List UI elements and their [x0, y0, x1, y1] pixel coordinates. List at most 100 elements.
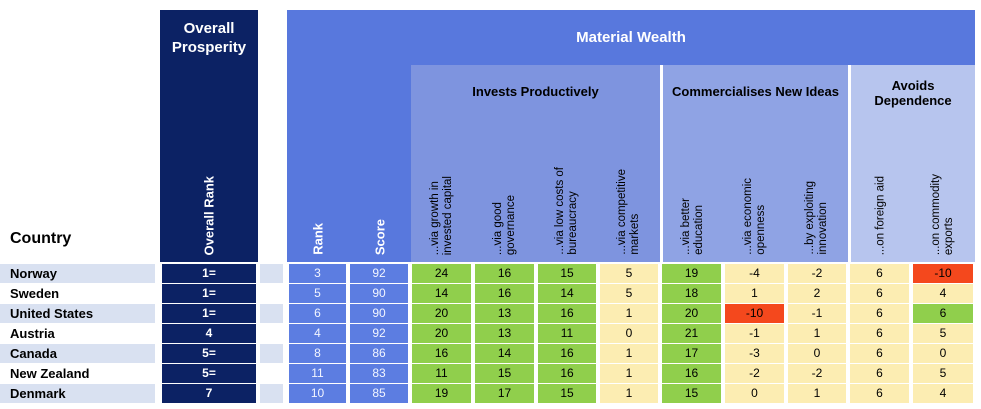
value-cell: 20 — [662, 304, 721, 323]
value-cell: 15 — [538, 264, 596, 283]
spacer-cell — [260, 344, 283, 363]
value-cell: 4 — [913, 384, 973, 403]
country-cell: Sweden — [10, 286, 60, 301]
spacer-cell — [260, 284, 283, 303]
rank-cell: 6 — [289, 304, 346, 323]
country-column-header: Country — [10, 230, 72, 247]
country-cell: New Zealand — [10, 366, 90, 381]
value-cell: 6 — [850, 324, 909, 343]
value-cell: 6 — [850, 304, 909, 323]
value-cell: 1 — [600, 304, 658, 323]
overall-prosperity-header-block: Overall Prosperity Overall Rank — [160, 10, 258, 262]
value-cell: 15 — [662, 384, 721, 403]
country-cell: Norway — [0, 264, 155, 283]
value-cell: -2 — [788, 264, 846, 283]
value-cell: 1 — [788, 324, 846, 343]
table-row: Sweden 1= 5 90 14 16 14 5 18 1 2 6 4 — [0, 284, 981, 304]
overall-rank-column-header: Overall Rank — [201, 175, 217, 256]
overall-rank-cell: 4 — [162, 324, 256, 343]
value-cell: -4 — [725, 264, 784, 283]
overall-rank-cell: 1= — [162, 284, 256, 303]
indicator-column-header: ...on commodity exports — [930, 173, 955, 255]
section-avoids-dependence: ...on foreign aid ...on commodity exports… — [851, 65, 975, 262]
invests-section-title: Invests Productively — [472, 84, 599, 99]
spacer-cell — [260, 324, 283, 343]
table-row: New Zealand 5= 11 83 11 15 16 1 16 -2 -2 6 5 — [0, 364, 981, 384]
value-cell: 5 — [913, 324, 973, 343]
table-row: United States 1= 6 90 20 13 16 1 20 -10 -1 6 6 — [0, 304, 981, 324]
value-cell: -10 — [913, 264, 973, 283]
section-invests-productively: ...via growth in invested capital ...via … — [411, 65, 660, 262]
material-wealth-title: Material Wealth — [576, 29, 686, 46]
rank-cell: 8 — [289, 344, 346, 363]
table-row: Denmark 7 10 85 19 17 15 1 15 0 1 6 4 — [0, 384, 981, 404]
country-cell: Canada — [0, 344, 155, 363]
value-cell: 20 — [412, 324, 471, 343]
table-row: Austria 4 4 92 20 13 11 0 21 -1 1 6 5 — [0, 324, 981, 344]
value-cell: 0 — [788, 344, 846, 363]
value-cell: 14 — [538, 284, 596, 303]
value-cell: 13 — [475, 304, 534, 323]
value-cell: 19 — [662, 264, 721, 283]
value-cell: 6 — [913, 304, 973, 323]
indicator-column-header: ...via competitive markets — [616, 169, 641, 255]
overall-rank-cell: 7 — [162, 384, 256, 403]
material-wealth-header-band: Material Wealth — [287, 10, 975, 65]
value-cell: 6 — [850, 364, 909, 383]
value-cell: 1 — [600, 384, 658, 403]
score-column-header: Score — [372, 218, 387, 255]
value-cell: 11 — [412, 364, 471, 383]
rank-column-header-cell: Rank — [287, 65, 348, 262]
value-cell: 5 — [913, 364, 973, 383]
value-cell: 6 — [850, 284, 909, 303]
spacer-cell — [260, 264, 283, 283]
table-body: Norway 1= 3 92 24 16 15 5 19 -4 -2 6 -10 Sweden 1= 5 90 1… — [0, 264, 981, 404]
commercialises-section-title: Commercialises New Ideas — [672, 84, 839, 99]
overall-rank-cell: 5= — [162, 344, 256, 363]
overall-prosperity-title: Overall Prosperity — [171, 20, 247, 56]
value-cell: 2 — [788, 284, 846, 303]
value-cell: 15 — [538, 384, 596, 403]
value-cell: 4 — [913, 284, 973, 303]
score-cell: 92 — [350, 264, 408, 283]
value-cell: 1 — [600, 344, 658, 363]
value-cell: 19 — [412, 384, 471, 403]
value-cell: -1 — [788, 304, 846, 323]
indicator-column-header: ...via economic openness — [741, 178, 767, 255]
value-cell: 1 — [788, 384, 846, 403]
value-cell: 16 — [475, 264, 534, 283]
value-cell: 16 — [412, 344, 471, 363]
value-cell: 6 — [850, 344, 909, 363]
overall-rank-cell: 1= — [162, 264, 256, 283]
value-cell: 16 — [475, 284, 534, 303]
value-cell: -3 — [725, 344, 784, 363]
value-cell: 6 — [850, 384, 909, 403]
value-cell: 17 — [662, 344, 721, 363]
value-cell: 1 — [600, 364, 658, 383]
score-cell: 90 — [350, 284, 408, 303]
value-cell: 0 — [913, 344, 973, 363]
indicator-column-header: ...on foreign aid — [874, 175, 887, 255]
rank-cell: 3 — [289, 264, 346, 283]
value-cell: 13 — [475, 324, 534, 343]
score-column-header-cell: Score — [348, 65, 411, 262]
value-cell: -10 — [725, 304, 784, 323]
value-cell: 16 — [662, 364, 721, 383]
country-cell: United States — [0, 304, 155, 323]
avoids-section-title: Avoids Dependence — [874, 78, 952, 108]
value-cell: 16 — [538, 304, 596, 323]
value-cell: 0 — [725, 384, 784, 403]
value-cell: 21 — [662, 324, 721, 343]
rank-column-header: Rank — [310, 223, 325, 255]
value-cell: 5 — [600, 284, 658, 303]
spacer-cell — [260, 384, 283, 403]
value-cell: 5 — [600, 264, 658, 283]
value-cell: 1 — [725, 284, 784, 303]
value-cell: 20 — [412, 304, 471, 323]
value-cell: 0 — [600, 324, 658, 343]
value-cell: 16 — [538, 364, 596, 383]
rank-cell: 5 — [289, 284, 346, 303]
section-commercialises-new-ideas: ...via better education ...via economic o… — [663, 65, 848, 262]
indicator-column-header: ...via better education — [680, 198, 705, 255]
